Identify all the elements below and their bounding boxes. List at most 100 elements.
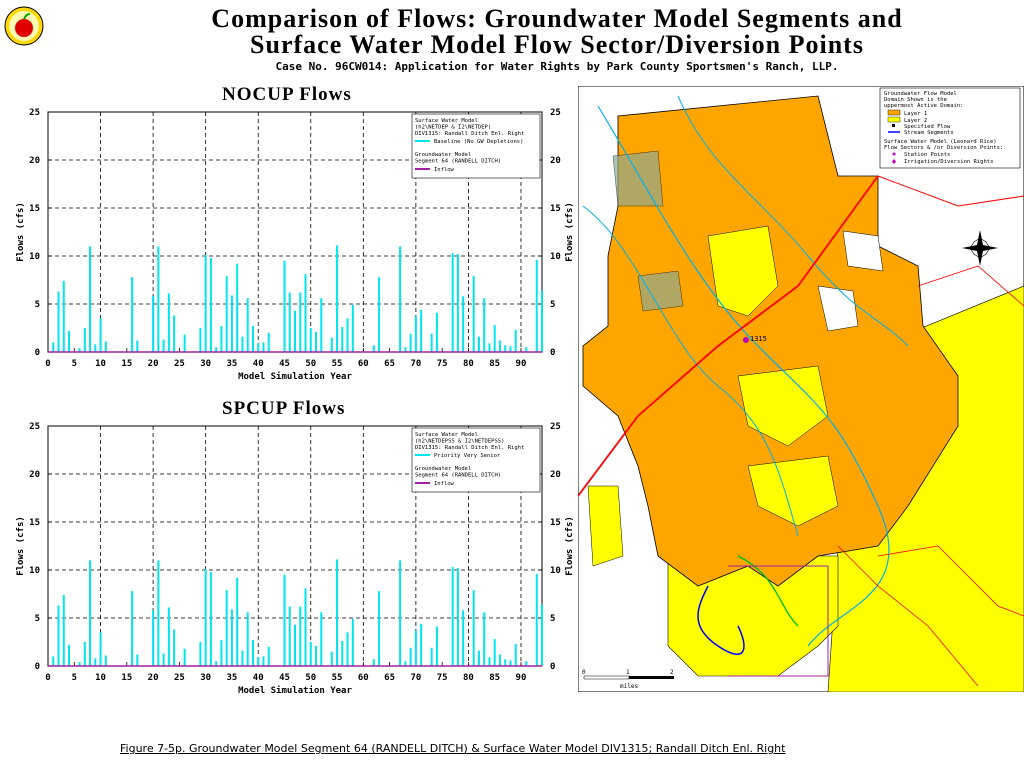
legend-text: (h2\NETDEP & I2\NETDEP) (415, 125, 491, 131)
x-tick-label: 30 (200, 673, 211, 683)
layer2-patch-4 (587, 485, 624, 567)
flow-bar (399, 560, 402, 666)
flow-bar (257, 657, 260, 666)
x-tick-label: 60 (358, 673, 369, 683)
flow-bar (262, 656, 265, 666)
river-west (582, 205, 799, 537)
legend-series-inflow: Inflow (434, 167, 455, 173)
scale-label-0: 0 (582, 669, 586, 676)
flow-bar (89, 246, 92, 352)
map-legend-gw-line3: uppermost Active Domain: (884, 103, 963, 109)
flow-bar (336, 559, 339, 666)
legend-series-baseline: Baseline (No GW Depletions) (434, 139, 523, 145)
flow-bar (409, 333, 412, 352)
map-scale-bar: 0 1 2 miles (582, 669, 674, 690)
flow-bar (204, 569, 207, 666)
legend-text: DIV1315: Randall Ditch Enl. Right (415, 131, 524, 137)
flow-bar (68, 330, 71, 352)
flow-bar (267, 332, 270, 352)
groundwater-model-map: 1315 Groundwater Flow Model Domain Shown… (578, 86, 1024, 692)
flow-bar (204, 255, 207, 352)
flow-bar (288, 606, 291, 666)
flow-bar (104, 655, 107, 666)
flow-bar (136, 654, 139, 666)
x-tick-label: 45 (279, 673, 290, 683)
map-legend-stream: Stream Segments (904, 130, 954, 136)
x-tick-label: 55 (332, 359, 343, 369)
flow-bar (330, 651, 333, 666)
x-tick-label: 5 (72, 359, 77, 369)
y-tick-label: 0 (35, 662, 40, 672)
x-tick-label: 15 (121, 673, 132, 683)
y-tick-label: 15 (29, 518, 40, 528)
flow-bar (304, 588, 307, 666)
flow-bar (336, 245, 339, 352)
flow-bar (483, 298, 486, 352)
flow-bar (404, 347, 407, 352)
domain-gap-1 (842, 230, 884, 272)
figure-caption: Figure 7-5p. Groundwater Model Segment 6… (120, 742, 786, 755)
flow-bar (94, 658, 97, 666)
flow-bar (57, 605, 60, 666)
layer2-patch-1 (707, 225, 779, 317)
flow-bar (346, 318, 349, 352)
x-tick-label: 70 (410, 673, 421, 683)
flow-bar (504, 345, 507, 352)
flow-bar (309, 642, 312, 666)
y-tick-label-right: 15 (550, 204, 561, 214)
chart-legend (411, 113, 541, 179)
flow-bar (283, 260, 286, 352)
flow-bar (225, 590, 228, 666)
flow-bar (209, 257, 212, 352)
y-axis-label: Flows (cfs) (16, 516, 26, 576)
legend-text: Surface Water Model (415, 432, 478, 438)
stream-segment-south (697, 585, 745, 655)
flow-bar (488, 343, 491, 352)
flow-bar (236, 577, 239, 666)
y-tick-label: 15 (29, 204, 40, 214)
legend-text: Segment 64 (RANDELL DITCH) (415, 473, 501, 479)
x-tick-label: 60 (358, 359, 369, 369)
layer2-patch-2 (737, 365, 829, 447)
flow-bar (420, 309, 423, 352)
flow-bar (220, 326, 223, 352)
flow-bar (183, 334, 186, 352)
nocup-flow-chart: 0 5 10 15 20 25 30 35 40 45 50 55 60 65 70 75 80 85 900 05 5… (16, 108, 575, 382)
river-north (677, 95, 909, 347)
legend-text: Segment 64 (RANDELL DITCH) (415, 159, 501, 165)
y-tick-label: 0 (35, 348, 40, 358)
flow-bar (315, 331, 318, 352)
x-tick-label: 45 (279, 359, 290, 369)
y-tick-label-right: 25 (550, 422, 561, 432)
flow-bar (157, 560, 160, 666)
map-legend-gw-title: Groundwater Flow Model (884, 91, 957, 97)
x-tick-label: 35 (227, 673, 238, 683)
flow-bar (162, 653, 165, 666)
flow-bar (315, 645, 318, 666)
header: Comparison of Flows: Groundwater Model S… (0, 4, 1024, 74)
x-tick-label: 40 (253, 359, 264, 369)
apple-logo (4, 6, 44, 46)
scale-label-unit: miles (620, 683, 638, 690)
y-tick-label-right: 20 (550, 156, 561, 166)
legend-text: Groundwater Model (415, 466, 471, 472)
flow-bar (304, 274, 307, 352)
flow-bar (341, 641, 344, 666)
flow-bar (152, 610, 155, 666)
x-tick-label: 40 (253, 673, 264, 683)
flow-bar (299, 292, 302, 352)
flow-bar (399, 246, 402, 352)
flow-bar (215, 347, 218, 352)
flow-bar (236, 263, 239, 352)
flow-bar (251, 326, 254, 352)
y-tick-label-right: 5 (550, 300, 555, 310)
legend-text: (h2\NETDEPSS & I2\NETDEPSS) (415, 439, 504, 445)
flow-bar (462, 610, 465, 666)
flow-bar (346, 632, 349, 666)
flow-bar (541, 290, 543, 352)
map-legend-layer2: Layer 2 (904, 118, 927, 124)
main-title-line1: Comparison of Flows: Groundwater Model S… (211, 4, 903, 33)
flow-bar (52, 342, 55, 352)
x-axis-label: Model Simulation Year (238, 371, 352, 382)
flow-bar (414, 630, 417, 666)
